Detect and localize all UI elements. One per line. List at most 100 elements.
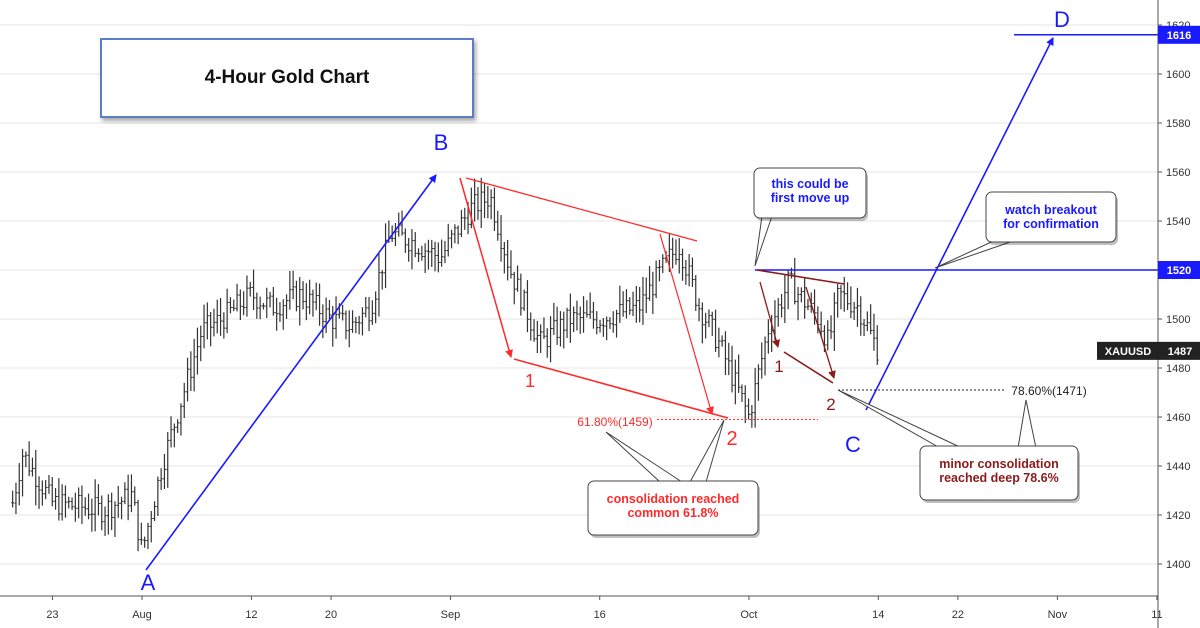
ohlc-bar [846, 282, 850, 311]
ohlc-bar [275, 297, 279, 331]
ohlc-bar [799, 287, 803, 303]
ohlc-bar [324, 297, 328, 333]
ohlc-bar [83, 497, 87, 516]
ohlc-bar [783, 273, 787, 324]
ohlc-bar [314, 282, 318, 311]
ohlc-bar [469, 187, 473, 229]
ohlc-bar [499, 215, 503, 262]
minor-wave-2-arrow [805, 286, 836, 379]
chart-title-box: 4-Hour Gold Chart [100, 38, 474, 118]
ohlc-bar [476, 187, 480, 220]
ohlc-bar [516, 265, 520, 292]
ohlc-bar [426, 239, 430, 270]
ohlc-bar [479, 177, 483, 229]
ohlc-bar [384, 223, 388, 289]
wave-2-arrow [659, 233, 714, 415]
ohlc-bar [63, 485, 67, 518]
ohlc-bar [459, 209, 463, 238]
ohlc-bar [60, 484, 64, 521]
ohlc-bar [651, 271, 655, 314]
ohlc-bar [694, 275, 698, 311]
callout-618-pointer [605, 431, 683, 483]
ohlc-bar [265, 287, 269, 318]
ohlc-bar [677, 238, 681, 274]
ohlc-bar [298, 277, 302, 326]
ohlc-bar [628, 297, 632, 315]
ohlc-bar [113, 501, 117, 537]
ohlc-bar [179, 403, 183, 436]
ohlc-bar [238, 289, 242, 321]
x-tick-label: 14 [872, 609, 884, 621]
ohlc-bar [644, 277, 648, 314]
ohlc-bar [631, 291, 635, 316]
ohlc-bar [126, 474, 130, 521]
ohlc-bar [750, 405, 754, 428]
ohlc-bar [730, 345, 734, 393]
ohlc-bar [153, 501, 157, 521]
wave-label-C: C [845, 432, 861, 457]
callout-618-text: common 61.8% [627, 506, 718, 520]
y-tick-label: 1420 [1166, 510, 1190, 522]
ohlc-bar [842, 276, 846, 312]
ohlc-bar [760, 342, 764, 379]
ohlc-bar [278, 302, 282, 322]
ohlc-bar [50, 476, 54, 507]
ohlc-bar [80, 485, 84, 525]
price-tag-1616-text: 1616 [1167, 30, 1191, 42]
wave-1-arrow [459, 177, 513, 358]
y-tick-label: 1500 [1166, 314, 1190, 326]
ohlc-bar [502, 241, 506, 274]
ohlc-bar [311, 289, 315, 317]
ohlc-bar [483, 183, 487, 219]
wave-c-d-line [865, 37, 1054, 411]
ohlc-bar [509, 250, 513, 279]
ohlc-bar [657, 259, 661, 282]
ohlc-bar [568, 293, 572, 343]
x-tick-label: 11 [1151, 609, 1162, 621]
ohlc-bar [17, 463, 21, 506]
ohlc-bar [855, 287, 859, 327]
x-tick-label: 22 [952, 609, 964, 621]
ohlc-bar [611, 311, 615, 333]
callout-618-box [587, 480, 759, 536]
ohlc-bar [380, 270, 384, 290]
ohlc-bar [578, 306, 582, 334]
ohlc-bar [558, 311, 562, 347]
ohlc-bar [156, 476, 160, 516]
ohlc-bar [720, 335, 724, 347]
ohlc-bar [707, 309, 711, 328]
ohlc-bar [344, 310, 348, 340]
ohlc-bar [806, 298, 810, 311]
callout-first-move-text: first move up [771, 191, 850, 205]
ohlc-bar [176, 419, 180, 433]
ohlc-bar [803, 278, 807, 319]
ohlc-bar [215, 299, 219, 334]
ohlc-bar [436, 242, 440, 273]
ohlc-bar [555, 306, 559, 345]
ohlc-bar [189, 351, 193, 392]
ohlc-bar [430, 239, 434, 267]
ohlc-bar [519, 273, 523, 316]
ohlc-bar [826, 320, 830, 351]
ohlc-bar [44, 480, 48, 500]
ohlc-bar [440, 239, 444, 267]
ohlc-bar [714, 309, 718, 352]
ohlc-bar [354, 316, 358, 334]
x-tick-label: Nov [1048, 609, 1068, 621]
ohlc-bar [743, 385, 747, 424]
ohlc-bar [849, 286, 853, 319]
ohlc-bar [93, 479, 97, 532]
ohlc-bar [420, 245, 424, 261]
wave-label-A: A [141, 570, 156, 595]
ohlc-bar [205, 302, 209, 340]
ohlc-bar [605, 316, 609, 341]
ohlc-bar [572, 306, 576, 332]
ohlc-bar [261, 303, 265, 310]
ohlc-bar [37, 476, 41, 509]
minor-wave-1-arrow [759, 281, 780, 348]
ohlc-bar [529, 312, 533, 341]
ohlc-bar [228, 297, 232, 314]
ohlc-bar [542, 317, 546, 339]
callout-breakout-pointer [934, 237, 1017, 269]
